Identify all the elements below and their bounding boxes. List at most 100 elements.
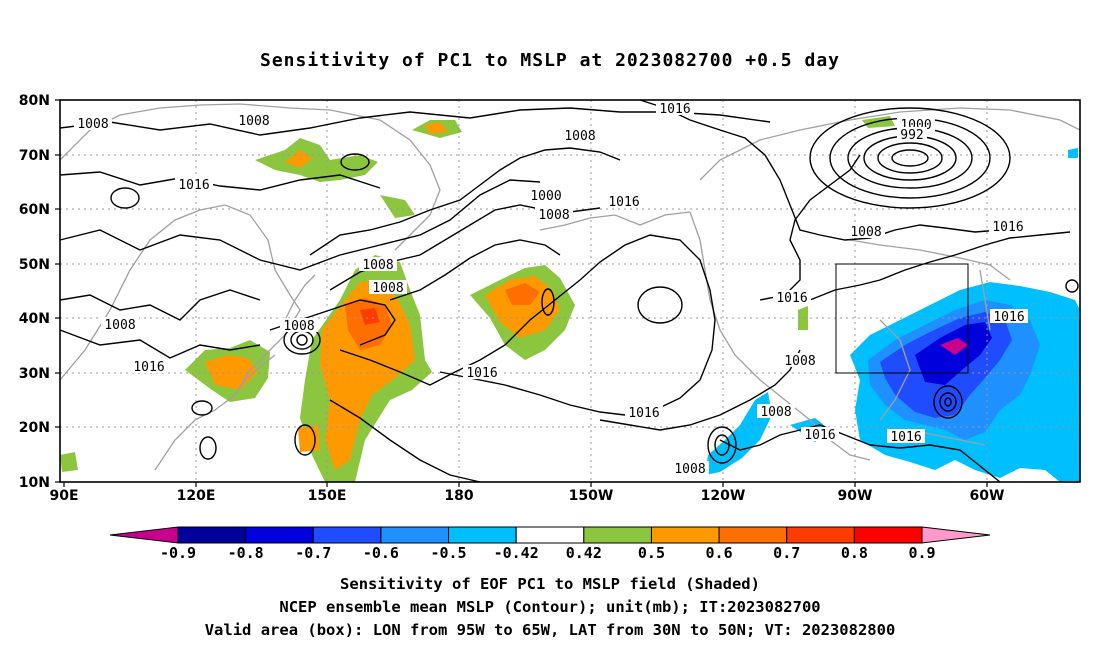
- shade-0.5-central-pacific: [485, 276, 560, 338]
- contour-label: 1008: [760, 405, 791, 420]
- contour-label-bg: [74, 116, 112, 130]
- colorbar-tick-label: -0.42: [494, 544, 539, 562]
- latitude-labels: 80N 70N 60N 50N 40N 30N 20N 10N: [19, 93, 50, 491]
- shaded-sensitivity: [60, 116, 1080, 482]
- colorbar-tick-label: 0.6: [706, 544, 733, 562]
- contour-label-bg: [781, 353, 819, 367]
- contour-label-bg: [369, 280, 407, 294]
- lon-label: 90E: [49, 488, 78, 504]
- contour-label: 1016: [804, 428, 835, 443]
- map-border: [59, 99, 1081, 483]
- colorbar-tick-label: 0.9: [908, 544, 935, 562]
- lat-label: 70N: [19, 148, 50, 164]
- shade-0.5-arctic: [425, 122, 448, 134]
- lat-label: 80N: [19, 93, 50, 109]
- colorbar-tick-label: -0.7: [295, 544, 331, 562]
- colorbar-tick-label: 0.5: [638, 544, 665, 562]
- contour-label: 1016: [890, 430, 921, 445]
- colorbar-cell: [312, 526, 382, 544]
- shade-0.5-west-pacific: [320, 280, 415, 470]
- contour-label-bg: [897, 127, 927, 141]
- colorbar-tick-label: -0.9: [160, 544, 196, 562]
- contour-label: 1008: [674, 462, 705, 477]
- colorbar-cell: [583, 526, 652, 544]
- contour-label: 1016: [178, 178, 209, 193]
- contour-label: 1016: [133, 360, 164, 375]
- contour-label-bg: [235, 113, 273, 127]
- map-title: Sensitivity of PC1 to MSLP at 2023082700…: [259, 50, 840, 71]
- contour-label: 1016: [466, 366, 497, 381]
- contour-label-bg: [280, 318, 318, 332]
- contour-label: 1016: [776, 291, 807, 306]
- contour-label: 1016: [628, 406, 659, 421]
- contour-label: 1008: [283, 319, 314, 334]
- colorbar-cell: [245, 526, 314, 544]
- contour-label: 1016: [993, 310, 1024, 325]
- colorbar-low-triangle: [109, 526, 179, 544]
- contour-label-bg: [535, 207, 573, 221]
- shade-0.5-siberia: [285, 150, 312, 168]
- contour-label-bg: [359, 257, 397, 271]
- contour-label-bg: [773, 290, 811, 304]
- mslp-contours: [59, 99, 1079, 483]
- contour-label-bg: [847, 224, 885, 238]
- shade-positive-small-b: [60, 452, 78, 472]
- contour-label: 1008: [784, 354, 815, 369]
- contour-label: 1016: [608, 195, 639, 210]
- shade-0.7-west-pacific: [360, 308, 380, 325]
- contour-label: 1008: [538, 208, 569, 223]
- colorbar-tick-label: 0.8: [841, 544, 868, 562]
- contour-label: 992: [900, 128, 923, 143]
- lat-label: 10N: [19, 475, 50, 491]
- contour-label-bg: [527, 188, 565, 202]
- footer-line-valid-area: Valid area (box): LON from 95W to 65W, L…: [204, 621, 896, 639]
- lon-label: 120W: [701, 488, 746, 504]
- colorbar-tick-label: -0.8: [228, 544, 264, 562]
- footer-line-shading: Sensitivity of EOF PC1 to MSLP field (Sh…: [340, 575, 760, 593]
- colorbar-cell: [853, 526, 923, 544]
- axis-ticks: [55, 99, 988, 487]
- contour-label-bg: [561, 128, 599, 142]
- contour-label: 1016: [992, 220, 1023, 235]
- lon-label: 120E: [177, 488, 216, 504]
- shade-positive-small-a: [380, 195, 415, 218]
- contour-label: 1008: [850, 225, 881, 240]
- lat-label: 40N: [19, 311, 50, 327]
- contour-label: 1008: [238, 114, 269, 129]
- contour-label-bg: [101, 317, 139, 331]
- shade-positive-small-c: [798, 306, 808, 330]
- colorbar-cell: [650, 526, 720, 544]
- lon-label: 60W: [970, 488, 1005, 504]
- colorbar-cell: [786, 526, 855, 544]
- colorbar-tick-label: -0.5: [430, 544, 466, 562]
- contour-label: 1008: [564, 129, 595, 144]
- colorbar-cell: [718, 526, 788, 544]
- contour-label-bg: [605, 194, 643, 208]
- shade-0.5-small: [298, 425, 320, 452]
- shade-0.6-central-pacific: [505, 283, 540, 305]
- lat-label: 20N: [19, 420, 50, 436]
- contour-label-bg: [801, 427, 839, 441]
- contour-label-bg: [671, 461, 709, 475]
- colorbar: -0.9 -0.8 -0.7 -0.6 -0.5 -0.42 0.42 0.5 0.6 0.7 0.…: [109, 526, 991, 562]
- contour-label-bg: [989, 219, 1027, 233]
- contour-label: 1000: [530, 189, 561, 204]
- lon-label: 180: [444, 488, 473, 504]
- contour-label-bg: [463, 365, 501, 379]
- lon-label: 150E: [308, 488, 347, 504]
- colorbar-high-triangle: [921, 526, 991, 544]
- shade-neg-0.9-atlantic: [940, 338, 968, 355]
- grid-lines: [60, 100, 1080, 482]
- lat-label: 30N: [19, 366, 50, 382]
- contour-labels: 1008 1008 1016 1008 1016 1008 1008 1008 1008 1016…: [74, 101, 1028, 477]
- shade-negative-east-pacific: [705, 392, 772, 475]
- colorbar-tick-label: -0.6: [363, 544, 399, 562]
- valid-area-box: [835, 263, 969, 374]
- contour-label: 1008: [372, 281, 403, 296]
- lat-label: 60N: [19, 202, 50, 218]
- contour-label-bg: [175, 177, 213, 191]
- coastlines: [59, 103, 1081, 471]
- colorbar-cell: [177, 526, 247, 544]
- footer-line-contour: NCEP ensemble mean MSLP (Contour); unit(…: [279, 598, 821, 616]
- colorbar-cell: [515, 526, 585, 544]
